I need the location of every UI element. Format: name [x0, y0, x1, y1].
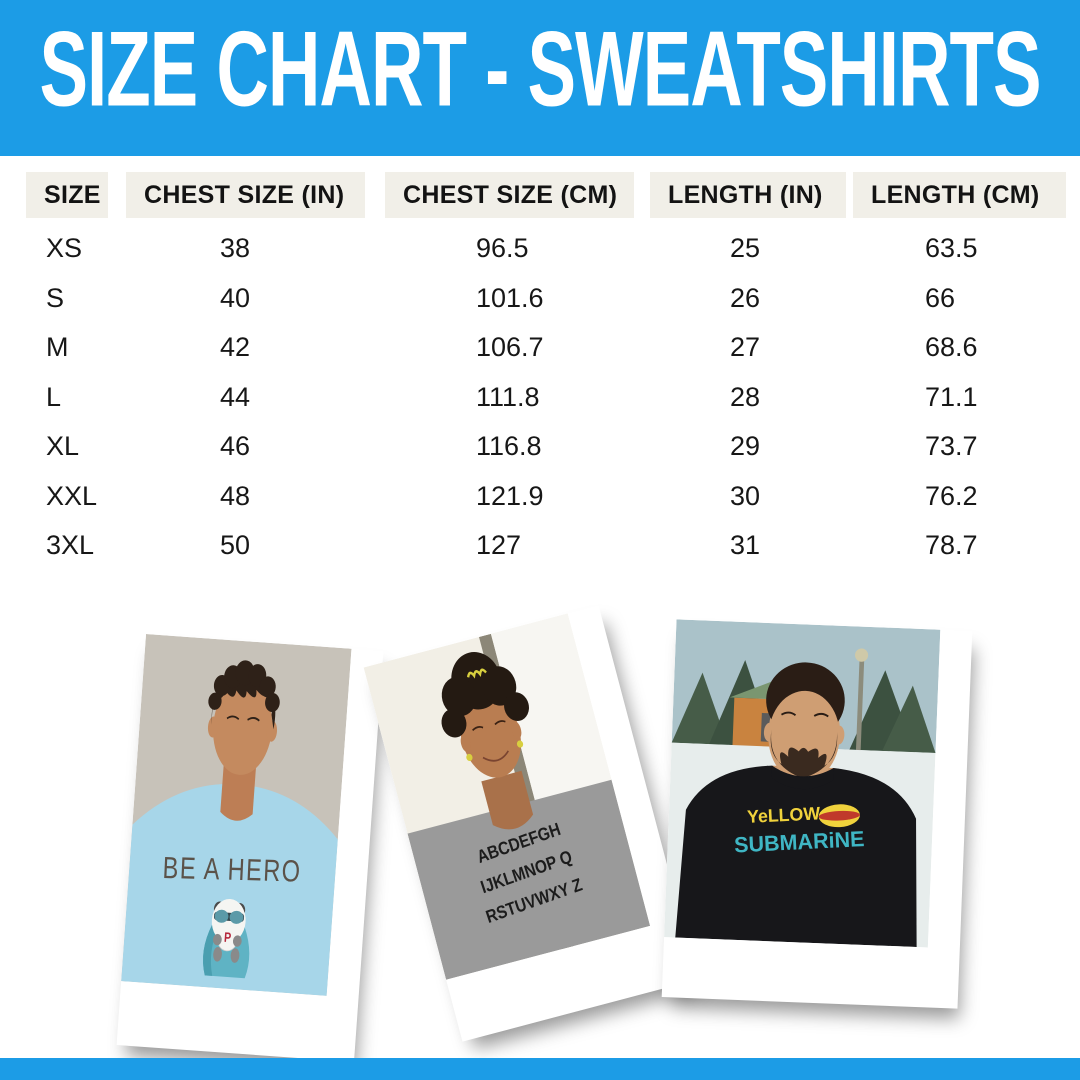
- svg-text:YeLLOW: YeLLOW: [747, 803, 821, 827]
- svg-text:BE A HERO: BE A HERO: [162, 850, 302, 888]
- svg-text:P: P: [223, 929, 231, 945]
